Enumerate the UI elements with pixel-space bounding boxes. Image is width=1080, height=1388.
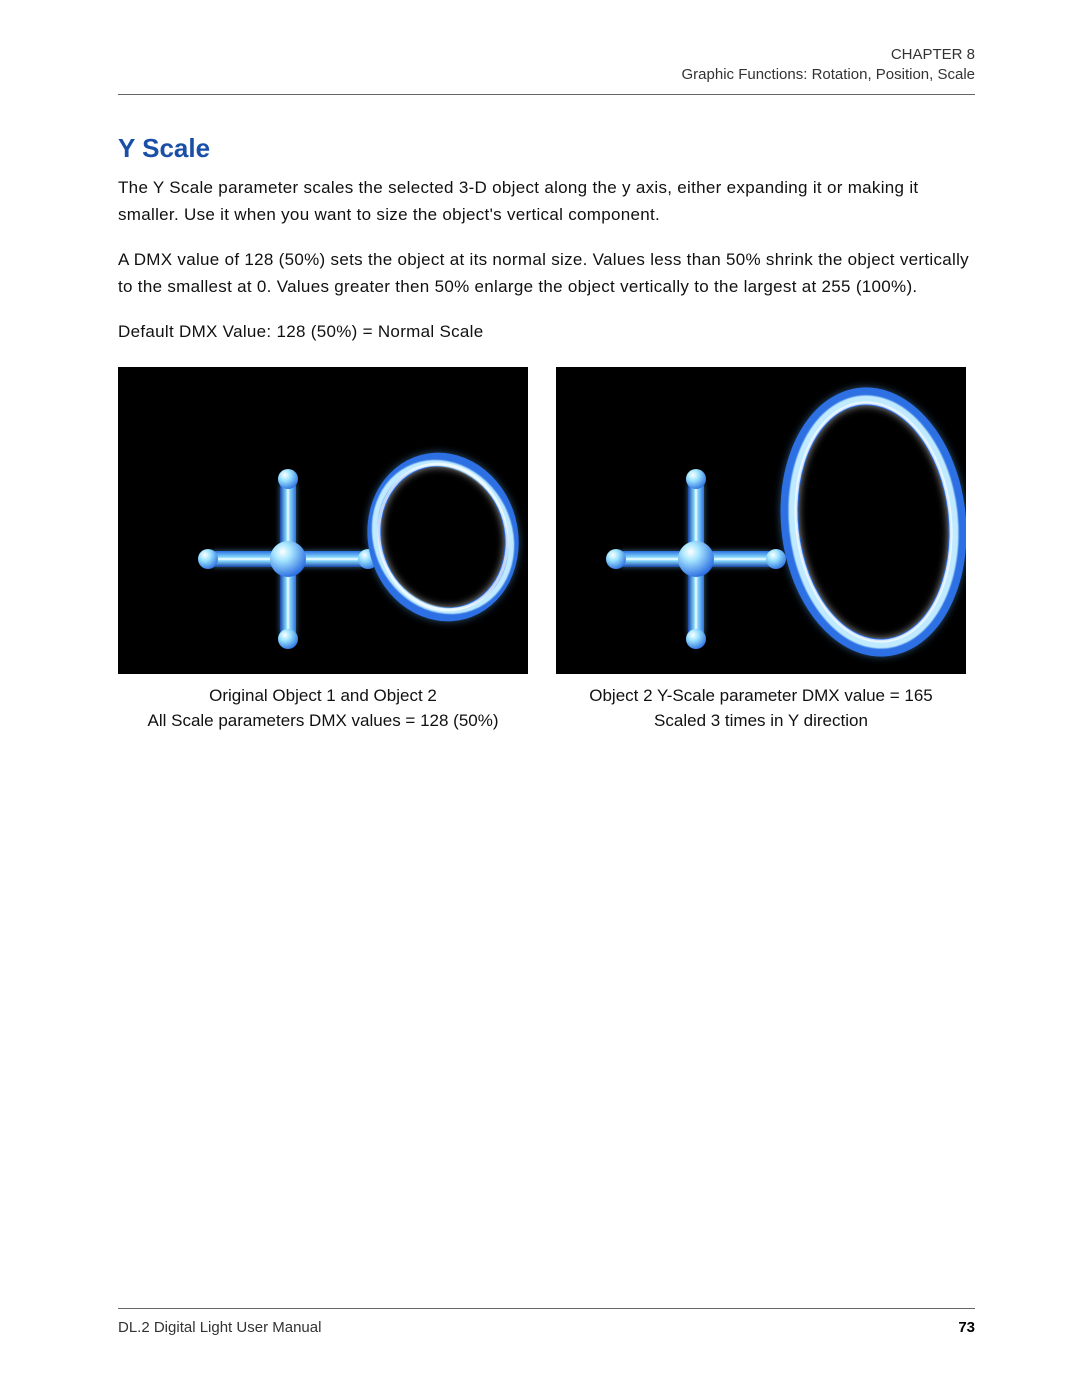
figure-right-caption-line1: Object 2 Y-Scale parameter DMX value = 1…: [556, 684, 966, 709]
page-footer: DL.2 Digital Light User Manual 73: [118, 1308, 975, 1336]
object-2-ring: [349, 436, 528, 639]
jack-center: [270, 541, 306, 577]
figure-left-caption-line2: All Scale parameters DMX values = 128 (5…: [118, 709, 528, 734]
chapter-label: CHAPTER 8: [118, 45, 975, 65]
figures-row: Original Object 1 and Object 2 All Scale…: [118, 367, 975, 733]
paragraph-3: Default DMX Value: 128 (50%) = Normal Sc…: [118, 318, 975, 345]
figure-left-caption: Original Object 1 and Object 2 All Scale…: [118, 684, 528, 733]
jack-tip-bottom: [686, 629, 706, 649]
jack-center: [678, 541, 714, 577]
footer-manual-title: DL.2 Digital Light User Manual: [118, 1319, 321, 1336]
figure-right-column: Object 2 Y-Scale parameter DMX value = 1…: [556, 367, 966, 733]
figure-left: [118, 367, 528, 674]
chapter-subtitle: Graphic Functions: Rotation, Position, S…: [118, 65, 975, 85]
figure-right-caption-line2: Scaled 3 times in Y direction: [556, 709, 966, 734]
figure-right: [556, 367, 966, 674]
figure-left-caption-line1: Original Object 1 and Object 2: [118, 684, 528, 709]
section-title: Y Scale: [118, 133, 975, 164]
figure-right-caption: Object 2 Y-Scale parameter DMX value = 1…: [556, 684, 966, 733]
object-1-jack: [616, 479, 776, 639]
footer-page-number: 73: [958, 1319, 975, 1336]
object-1-jack: [208, 479, 368, 639]
ring-highlight: [361, 448, 525, 627]
footer-divider: [118, 1308, 975, 1309]
figure-left-column: Original Object 1 and Object 2 All Scale…: [118, 367, 528, 733]
paragraph-2: A DMX value of 128 (50%) sets the object…: [118, 246, 975, 300]
header-divider: [118, 94, 975, 95]
jack-tip-bottom: [278, 629, 298, 649]
object-2-ring-scaled: [767, 379, 966, 667]
paragraph-1: The Y Scale parameter scales the selecte…: [118, 174, 975, 228]
